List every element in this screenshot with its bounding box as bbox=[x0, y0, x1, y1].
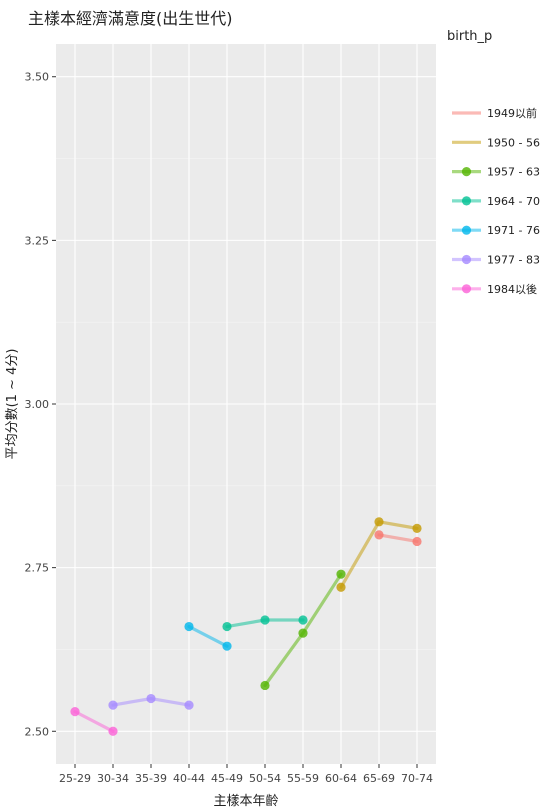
legend: birth_p 1949以前 1950 - 56 1957 - 63 1964 - 7… bbox=[447, 29, 540, 296]
x-tick-label: 70-74 bbox=[401, 772, 433, 785]
legend-label: 1984以後 bbox=[487, 282, 537, 296]
x-tick-label: 65-69 bbox=[363, 772, 395, 785]
legend-item: 1950 - 56 bbox=[452, 136, 540, 149]
legend-item: 1957 - 63 bbox=[452, 166, 540, 179]
legend-label: 1949以前 bbox=[487, 106, 537, 120]
legend-item: 1977 - 83 bbox=[452, 254, 540, 267]
y-tick-label: 3.00 bbox=[25, 398, 50, 411]
series-line bbox=[187, 624, 229, 648]
data-point bbox=[184, 621, 194, 632]
y-tick-label: 2.50 bbox=[25, 725, 50, 738]
x-tick-label: 30-34 bbox=[97, 772, 129, 785]
legend-label: 1977 - 83 bbox=[487, 254, 540, 267]
data-point bbox=[298, 615, 308, 625]
data-point bbox=[412, 536, 422, 547]
legend-item: 1984以後 bbox=[452, 282, 537, 296]
y-axis: 2.50 2.75 3.00 3.25 3.50 bbox=[25, 71, 56, 738]
data-point bbox=[412, 523, 422, 533]
legend-label: 1964 - 70 bbox=[487, 195, 540, 208]
series-line bbox=[73, 710, 115, 733]
x-tick-label: 60-64 bbox=[325, 772, 357, 785]
legend-key-point bbox=[461, 225, 472, 235]
x-tick-label: 45-49 bbox=[211, 772, 243, 785]
legend-item: 1971 - 76 bbox=[452, 224, 540, 237]
series-line bbox=[377, 533, 419, 544]
data-point bbox=[184, 700, 194, 710]
legend-key-point bbox=[461, 167, 472, 177]
legend-title: birth_p bbox=[447, 29, 492, 44]
data-point bbox=[222, 621, 232, 632]
legend-item: 1949以前 bbox=[452, 106, 537, 120]
data-point bbox=[374, 517, 384, 527]
y-tick-label: 3.50 bbox=[25, 71, 50, 84]
x-tick-label: 25-29 bbox=[59, 772, 91, 785]
legend-item: 1964 - 70 bbox=[452, 195, 540, 208]
legend-label: 1957 - 63 bbox=[487, 166, 540, 179]
data-point bbox=[260, 680, 270, 691]
y-tick-label: 3.25 bbox=[25, 234, 50, 247]
data-point bbox=[222, 641, 232, 651]
legend-key-point bbox=[461, 196, 472, 206]
x-axis-label: 主樣本年齡 bbox=[213, 794, 278, 809]
chart-title: 主樣本經濟滿意度(出生世代) bbox=[28, 9, 233, 28]
legend-label: 1971 - 76 bbox=[487, 224, 540, 237]
series-points bbox=[70, 517, 422, 736]
data-point bbox=[336, 569, 346, 579]
x-axis: 25-29 30-34 35-39 40-44 45-49 50-54 55-59 60-64… bbox=[59, 764, 433, 785]
data-point bbox=[374, 530, 384, 540]
y-axis-label: 平均分數(1 ~ 4分) bbox=[5, 349, 20, 460]
x-tick-label: 50-54 bbox=[249, 772, 281, 785]
y-tick-label: 2.75 bbox=[25, 562, 50, 575]
x-tick-label: 55-59 bbox=[287, 772, 319, 785]
data-point bbox=[298, 628, 308, 638]
data-point bbox=[146, 693, 156, 704]
legend-key-point bbox=[461, 284, 472, 294]
grid bbox=[56, 44, 436, 764]
data-point bbox=[336, 582, 346, 592]
x-tick-label: 40-44 bbox=[173, 772, 205, 785]
data-point bbox=[108, 726, 118, 736]
legend-label: 1950 - 56 bbox=[487, 136, 540, 149]
x-tick-label: 35-39 bbox=[135, 772, 167, 785]
data-point bbox=[70, 707, 80, 717]
legend-key-point bbox=[461, 254, 472, 265]
data-point bbox=[260, 615, 270, 625]
data-point bbox=[108, 700, 118, 710]
